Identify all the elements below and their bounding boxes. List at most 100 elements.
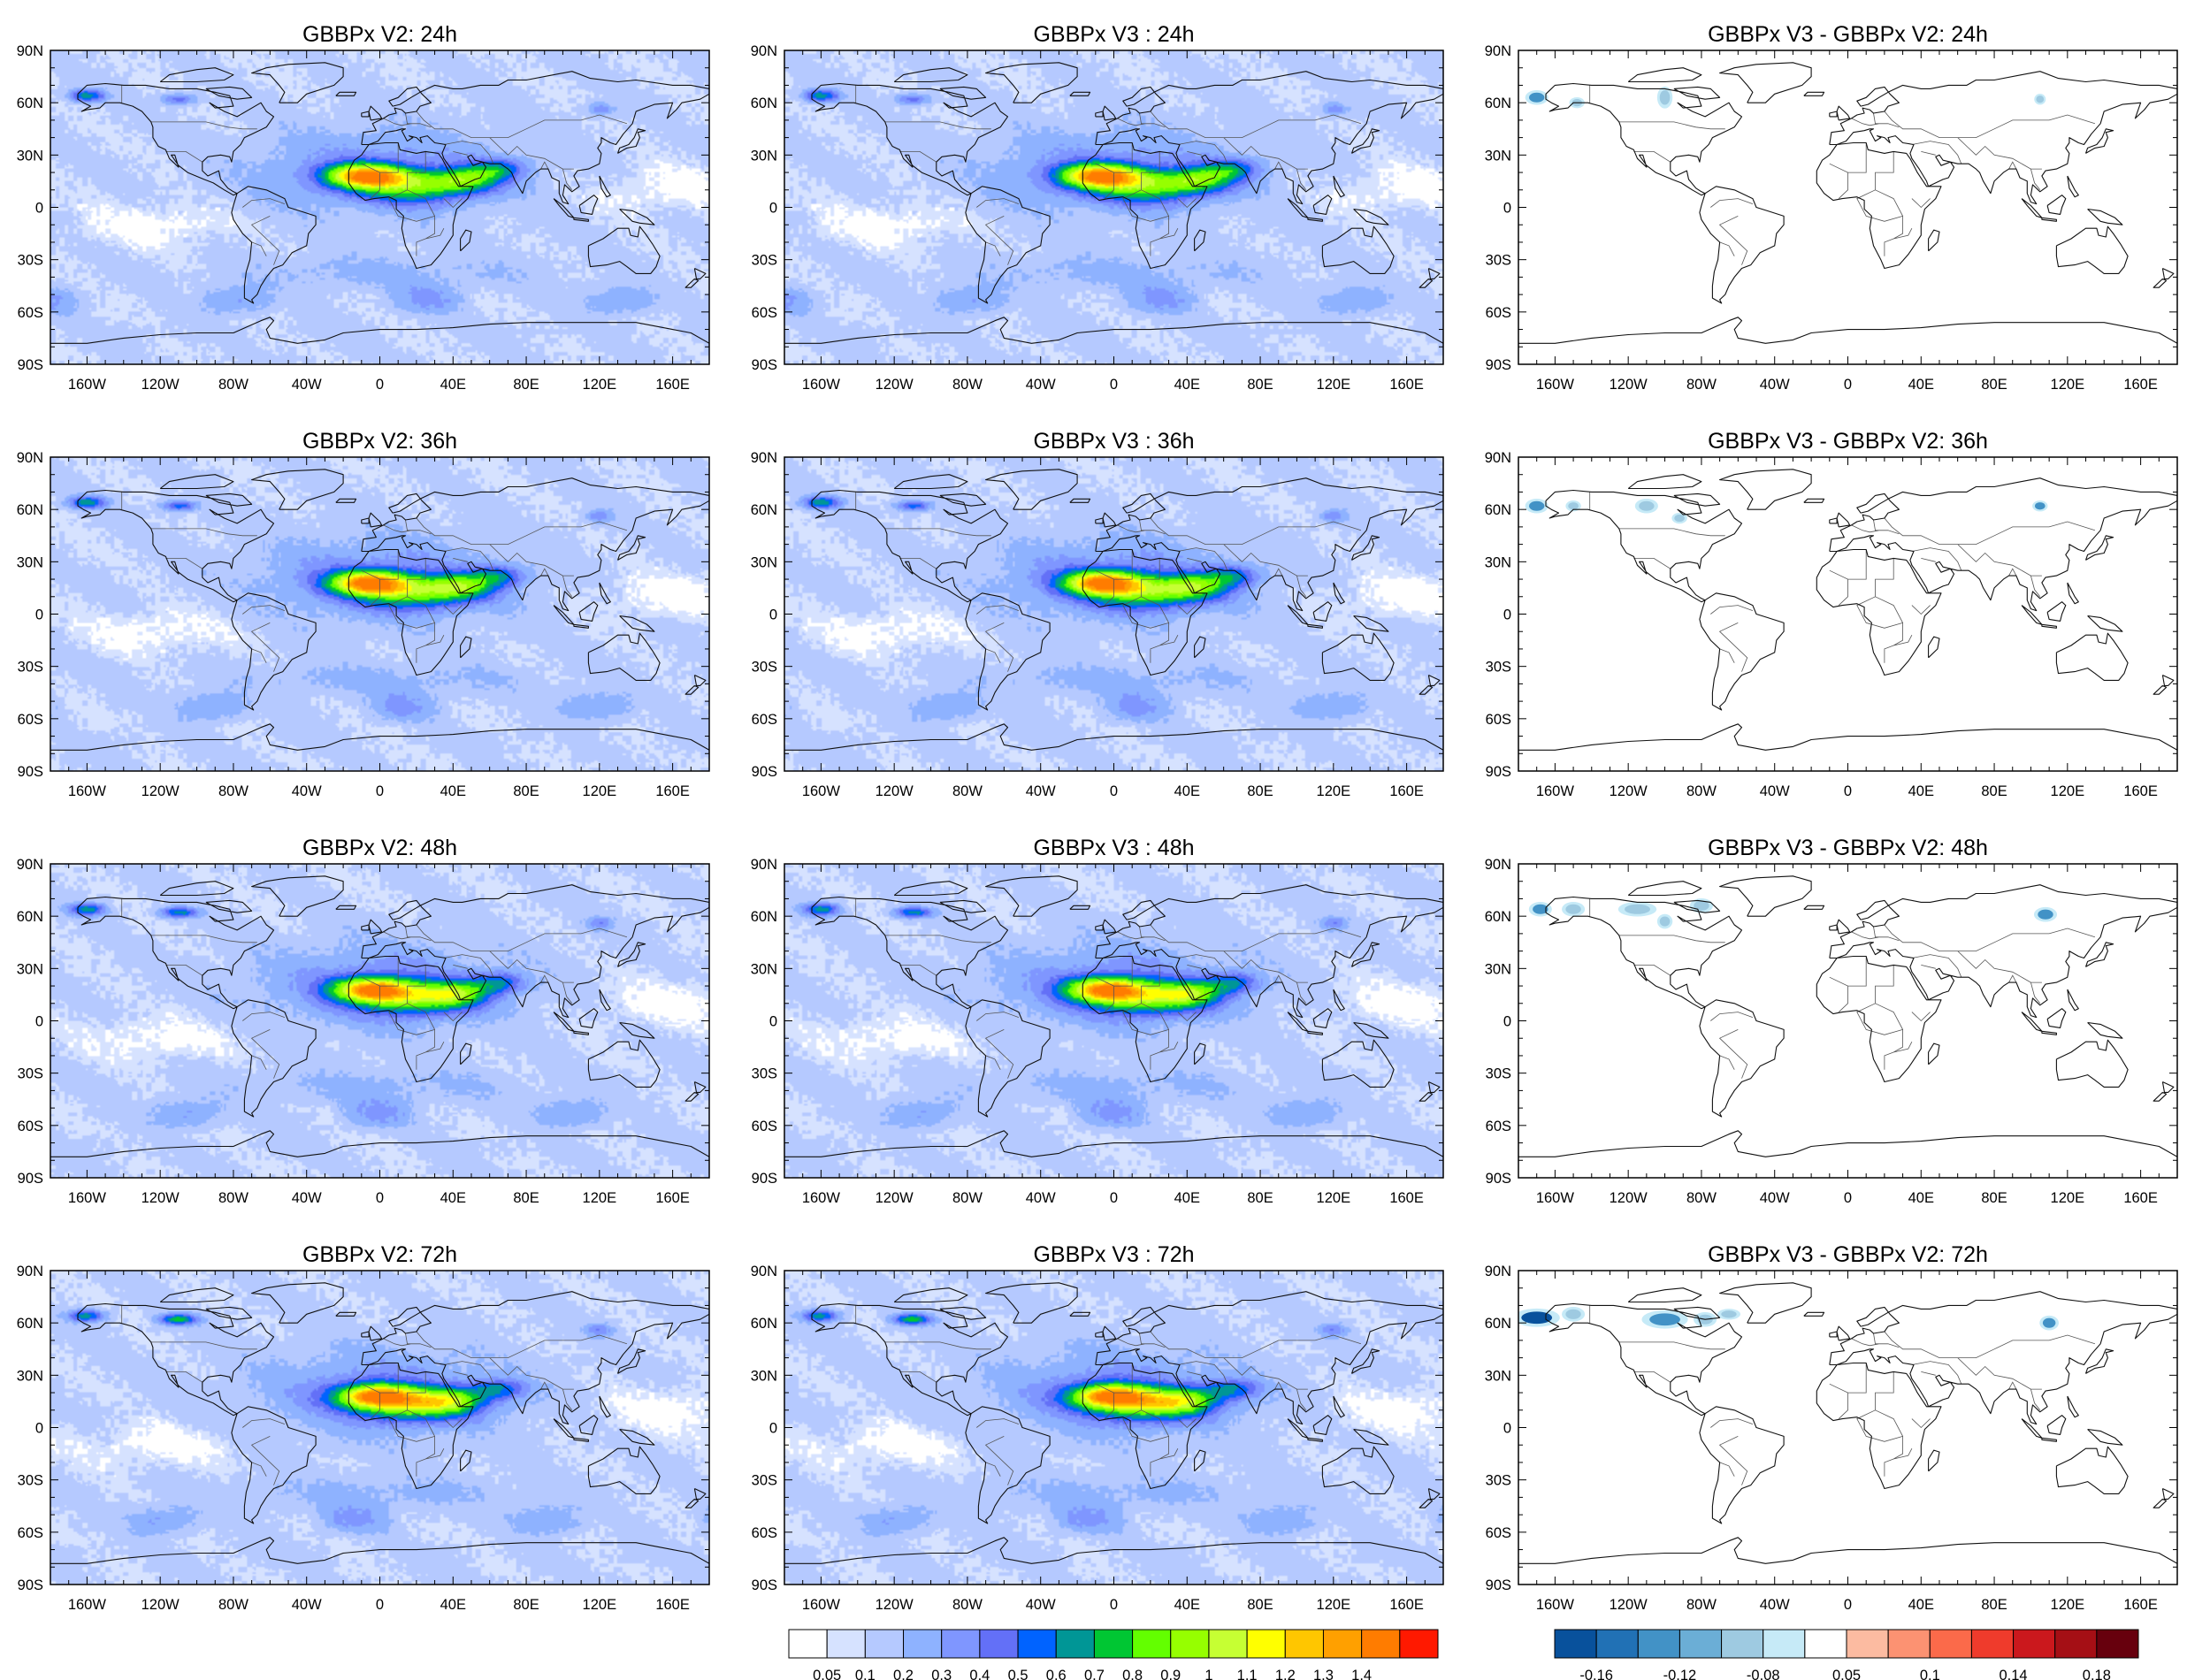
country-borders — [855, 898, 1362, 1079]
colorbar-swatch — [2013, 1629, 2056, 1659]
lat-tick-label: 60S — [1486, 305, 1511, 321]
lat-tick-label: 90N — [1485, 43, 1511, 59]
colorbar-swatch — [1361, 1629, 1401, 1659]
lat-tick-label: 30N — [17, 554, 43, 570]
colorbar-swatch — [1055, 1629, 1095, 1659]
lat-tick-label: 90S — [1486, 1171, 1511, 1187]
lon-tick-label: 160W — [802, 1190, 841, 1206]
lon-tick-label: 160W — [802, 377, 841, 393]
lon-tick-label: 160E — [1389, 783, 1424, 799]
lon-tick-label: 120E — [2051, 1597, 2085, 1613]
concentration-field — [50, 457, 709, 771]
lat-tick-label: 0 — [1503, 1421, 1511, 1437]
lat-tick-label: 60S — [1486, 712, 1511, 728]
panel-title: GBBPx V2: 72h — [302, 1242, 457, 1267]
map-panel: GBBPx V3 - GBBPx V2: 72h 90N 60N 30N 0 30S 60S… — [1485, 1242, 2178, 1613]
lon-tick-label: 0 — [376, 377, 384, 393]
lon-tick-label: 160E — [2123, 1597, 2158, 1613]
lat-tick-label: 60N — [17, 909, 43, 925]
lat-tick-label: 90N — [751, 1264, 777, 1279]
lat-tick-label: 30N — [751, 148, 777, 164]
axis-ticks — [784, 456, 1444, 772]
lon-tick-label: 80E — [1247, 1190, 1273, 1206]
lon-tick-label: 120E — [583, 1190, 617, 1206]
colorbar-swatch — [1970, 1629, 2015, 1659]
colorbar-label: 0.6 — [1046, 1668, 1067, 1680]
lon-tick-label: 40E — [1174, 1597, 1200, 1613]
colorbar-swatch — [1846, 1629, 1889, 1659]
lon-tick-label: 160W — [802, 783, 841, 799]
lon-tick-label: 40W — [1026, 1597, 1056, 1613]
axis-ticks — [50, 50, 710, 365]
lon-tick-label: 0 — [1110, 1597, 1118, 1613]
concentration-field — [784, 864, 1443, 1178]
lat-tick-label: 30N — [1485, 961, 1511, 977]
lon-tick-label: 0 — [1844, 783, 1852, 799]
lat-tick-label: 60N — [1485, 1316, 1511, 1332]
panel-title: GBBPx V2: 48h — [302, 836, 457, 860]
lon-tick-label: 80W — [1686, 377, 1717, 393]
coastlines — [1518, 875, 2177, 1157]
lat-tick-label: 90N — [17, 43, 43, 59]
map-background — [1518, 864, 2177, 1178]
colorbar-swatch — [1763, 1629, 1806, 1659]
lat-tick-label: 90S — [752, 1171, 777, 1187]
coastlines — [784, 62, 1443, 344]
lat-tick-label: 90N — [751, 450, 777, 466]
lat-tick-label: 90S — [18, 1171, 43, 1187]
lon-tick-label: 80E — [513, 1190, 539, 1206]
lon-tick-label: 80W — [1686, 783, 1717, 799]
lon-tick-label: 40W — [292, 1597, 322, 1613]
colorbar-swatch — [1208, 1629, 1248, 1659]
colorbar-swatch — [1284, 1629, 1324, 1659]
country-borders — [121, 898, 628, 1079]
lon-tick-label: 80E — [513, 1597, 539, 1613]
lon-tick-label: 40E — [440, 377, 466, 393]
lat-tick-label: 60N — [17, 1316, 43, 1332]
lon-tick-label: 160W — [1536, 1190, 1575, 1206]
lat-tick-label: 90N — [1485, 450, 1511, 466]
axis-ticks — [784, 863, 1444, 1179]
map-panel: GBBPx V3 - GBBPx V2: 36h 90N 60N 30N 0 30S 60S… — [1485, 429, 2178, 799]
lon-tick-label: 80W — [218, 377, 249, 393]
colorbar-swatch — [1804, 1629, 1847, 1659]
coastlines — [50, 62, 709, 344]
coastlines — [784, 469, 1443, 751]
colorbar-difference: -0.16 -0.12 -0.08 0.05 0.1 0.14 0.18 — [1554, 1629, 2139, 1680]
colorbar-swatch — [1322, 1629, 1363, 1659]
lon-tick-label: 0 — [376, 783, 384, 799]
map-background — [1518, 1271, 2177, 1585]
colorbar-label: 1.2 — [1275, 1668, 1296, 1680]
lat-tick-label: 90S — [752, 357, 777, 373]
colorbar-label: 1.1 — [1237, 1668, 1258, 1680]
lat-tick-label: 60N — [1485, 909, 1511, 925]
lon-tick-label: 120W — [876, 783, 914, 799]
colorbar-swatch — [864, 1629, 905, 1659]
lon-tick-label: 160W — [68, 1190, 107, 1206]
lat-tick-label: 30S — [18, 253, 43, 269]
map-panel: GBBPx V3 - GBBPx V2: 24h 90N 60N 30N 0 30S 60S… — [1485, 22, 2178, 393]
colorbar-label: 0.7 — [1084, 1668, 1105, 1680]
concentration-field — [50, 1271, 709, 1585]
lon-tick-label: 80W — [1686, 1190, 1717, 1206]
lat-tick-label: 60N — [751, 502, 777, 518]
lon-tick-label: 40E — [1174, 1190, 1200, 1206]
lat-tick-label: 30N — [1485, 554, 1511, 570]
lon-tick-label: 0 — [1844, 1190, 1852, 1206]
axis-ticks — [784, 1270, 1444, 1585]
colorbar-swatch — [1929, 1629, 1972, 1659]
lat-tick-label: 60S — [752, 712, 777, 728]
colorbar-swatch — [979, 1629, 1019, 1659]
lon-tick-label: 120W — [141, 783, 180, 799]
colorbar-label: 1.3 — [1313, 1668, 1334, 1680]
difference-field — [1525, 498, 2048, 524]
lat-tick-label: 30S — [18, 1066, 43, 1082]
lon-tick-label: 80E — [1981, 783, 2007, 799]
country-borders — [121, 1305, 628, 1485]
lon-tick-label: 160W — [68, 1597, 107, 1613]
colorbar-label: 0.05 — [813, 1668, 841, 1680]
lon-tick-label: 80E — [513, 783, 539, 799]
colorbar-swatch — [1637, 1629, 1680, 1659]
lat-tick-label: 60S — [752, 305, 777, 321]
